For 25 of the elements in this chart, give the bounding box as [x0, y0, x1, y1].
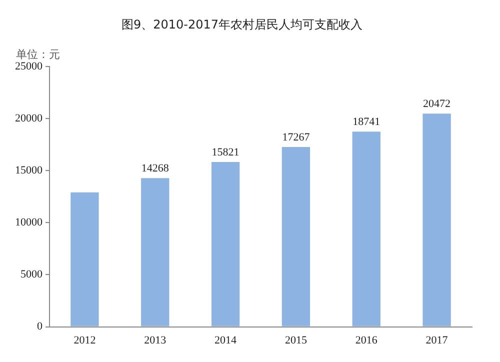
y-tick-label: 15000 — [15, 164, 43, 176]
x-tick-label: 2012 — [74, 334, 96, 346]
y-tick-label: 20000 — [15, 112, 43, 124]
bar — [352, 132, 380, 326]
x-tick-label: 2017 — [426, 334, 448, 346]
bar — [141, 178, 170, 326]
chart-title: 图9、2010-2017年农村居民人均可支配收入 — [121, 17, 363, 32]
x-tick-label: 2015 — [284, 334, 308, 346]
data-label: 18741 — [352, 116, 380, 128]
data-label: 20472 — [423, 98, 451, 110]
x-tick-label: 2016 — [355, 334, 378, 346]
x-tick-label: 2013 — [144, 334, 167, 346]
data-label: 17267 — [282, 131, 310, 144]
data-label: 14268 — [141, 162, 170, 175]
y-tick-label: 10000 — [15, 216, 43, 229]
bar — [70, 192, 99, 326]
y-axis-title: 单位：元 — [16, 48, 60, 61]
y-tick-label: 25000 — [15, 60, 43, 72]
x-tick-label: 2014 — [214, 334, 238, 346]
y-tick-label: 5000 — [20, 268, 43, 281]
data-label: 15821 — [212, 146, 240, 158]
bar — [211, 162, 240, 326]
bar — [422, 114, 451, 326]
y-tick-label: 0 — [37, 320, 43, 333]
bar — [282, 146, 310, 326]
